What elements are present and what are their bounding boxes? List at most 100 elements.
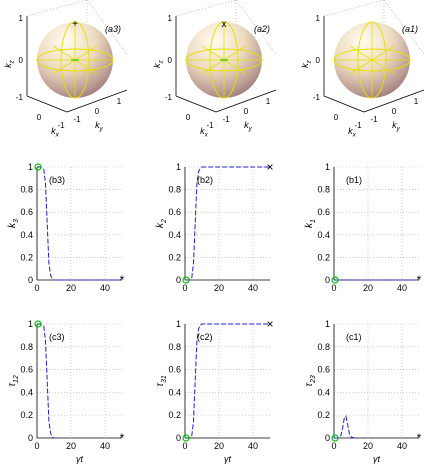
- z-axis-label: kz: [3, 59, 16, 68]
- y-tick-label: 0: [176, 433, 181, 443]
- y-axis-label: ky: [244, 120, 253, 133]
- z-tick-label: -1: [16, 93, 24, 102]
- x-tick-label: 20: [363, 441, 373, 451]
- end-marker: ×: [266, 160, 273, 174]
- x-tick-label: 20: [214, 283, 224, 293]
- y-axis-label: ky: [392, 120, 401, 133]
- y-tick-label: 0.4: [317, 387, 330, 397]
- y-tick-label: 0.8: [168, 185, 181, 195]
- line-chart-5: 0 20 40 0 0.2 0.4 0.6 0.8 1 × (c2) τ31 γt: [155, 317, 274, 464]
- state-marker: +: [72, 19, 78, 30]
- series-line-1: [37, 323, 58, 439]
- x-tick-label: -1: [354, 121, 362, 130]
- panel-label: (a2): [254, 24, 270, 34]
- z-axis-label: kz: [152, 59, 165, 68]
- z-tick-label: -1: [165, 93, 173, 102]
- x-axis-label: γt: [224, 454, 232, 464]
- x-tick-label: 40: [100, 441, 110, 451]
- y-tick-label: 0.4: [168, 230, 181, 240]
- panel-label: (a1): [402, 24, 418, 34]
- x-tick-label: 40: [100, 283, 110, 293]
- z-tick-label: 0: [316, 56, 321, 65]
- y-tick-label: 0.6: [317, 207, 330, 217]
- y-tick-label: 0: [392, 107, 397, 116]
- y-tick-label: 1: [176, 319, 181, 329]
- panel-label: (a3): [105, 24, 121, 34]
- z-axis-label: kz: [300, 59, 313, 68]
- y-tick-label: 1: [28, 162, 33, 172]
- line-chart-6: 0 20 40 0 0.2 0.4 0.6 0.8 1 * (c1) τ23 γt: [304, 319, 422, 464]
- y-tick-label: 0.2: [168, 410, 181, 420]
- y-tick-label: 0.8: [168, 342, 181, 352]
- y-axis-label: k2: [155, 219, 168, 228]
- y-axis-line: [363, 89, 425, 113]
- y-axis-line: [66, 89, 128, 113]
- y-tick-label: 1: [117, 97, 122, 106]
- grid-line: [235, 0, 277, 55]
- panel-label: (c3): [49, 332, 65, 342]
- x-tick-label: -1: [57, 121, 65, 130]
- line-chart-2: 0 20 40 0 0.2 0.4 0.6 0.8 1 × (b2) k2: [155, 160, 274, 293]
- x-tick-label: 0: [182, 441, 187, 451]
- y-tick-label: 0.6: [168, 365, 181, 375]
- x-axis-label: kx: [51, 126, 60, 139]
- line-chart-3: 0 20 40 0 0.2 0.4 0.6 0.8 1 * (b1) k1: [304, 162, 422, 293]
- end-marker: *: [120, 431, 125, 445]
- x-tick-label: 0: [37, 113, 42, 122]
- y-tick-label: 0.4: [317, 230, 330, 240]
- y-tick-label: 0.6: [168, 207, 181, 217]
- y-tick-label: 0: [28, 275, 33, 285]
- y-tick-label: 0.2: [168, 252, 181, 262]
- x-tick-label: 0: [186, 113, 191, 122]
- x-tick-label: 20: [66, 441, 76, 451]
- y-tick-label: 1: [325, 162, 330, 172]
- y-tick-label: -1: [73, 115, 81, 124]
- grid-line: [26, 0, 88, 17]
- y-tick-label: 0.4: [20, 387, 33, 397]
- x-tick-label: 40: [397, 283, 407, 293]
- y-tick-label: 0: [95, 107, 100, 116]
- z-tick-label: -1: [313, 93, 321, 102]
- y-tick-label: 0.6: [20, 207, 33, 217]
- y-tick-label: 1: [266, 97, 271, 106]
- y-axis-label: k1: [304, 219, 317, 228]
- y-tick-label: 0: [325, 275, 330, 285]
- x-tick-label: 20: [214, 441, 224, 451]
- x-axis-label: kx: [348, 126, 357, 139]
- y-tick-label: 0.2: [20, 410, 33, 420]
- grid-line: [323, 0, 385, 17]
- y-axis-label: τ12: [7, 375, 20, 387]
- x-tick-label: 0: [331, 283, 336, 293]
- state-marker: x: [222, 19, 227, 30]
- y-tick-label: 0.4: [20, 230, 33, 240]
- x-tick-label: 0: [182, 283, 187, 293]
- x-axis-line: [323, 95, 365, 113]
- y-tick-label: 0.2: [317, 252, 330, 262]
- y-tick-label: -1: [370, 115, 378, 124]
- panel-label: (b2): [197, 175, 213, 185]
- grid-line: [86, 0, 128, 55]
- x-axis-label: γt: [373, 454, 381, 464]
- x-tick-label: 20: [363, 283, 373, 293]
- x-axis-label: γt: [76, 454, 84, 464]
- panel-label: (c2): [197, 332, 213, 342]
- line-chart-4: 0 20 40 0 0.2 0.4 0.6 0.8 1 * (c3) τ12 γt: [7, 319, 125, 464]
- x-tick-label: 40: [248, 283, 258, 293]
- grid-line: [175, 0, 237, 17]
- y-tick-label: 0: [244, 107, 249, 116]
- line-chart-1: 0 20 40 0 0.2 0.4 0.6 0.8 1 * (b3) k3: [7, 162, 125, 293]
- y-tick-label: 0.8: [317, 342, 330, 352]
- y-tick-label: 0: [176, 275, 181, 285]
- x-tick-label: 0: [331, 441, 336, 451]
- y-tick-label: -1: [222, 115, 230, 124]
- series-line-1: [185, 166, 270, 281]
- y-tick-label: 0.8: [20, 342, 33, 352]
- y-axis-label: τ23: [304, 375, 317, 387]
- start-marker: [331, 276, 339, 284]
- panel-label: (b3): [49, 175, 65, 185]
- y-tick-label: 0: [325, 433, 330, 443]
- z-tick-label: 1: [168, 14, 173, 23]
- grid-line: [383, 0, 425, 55]
